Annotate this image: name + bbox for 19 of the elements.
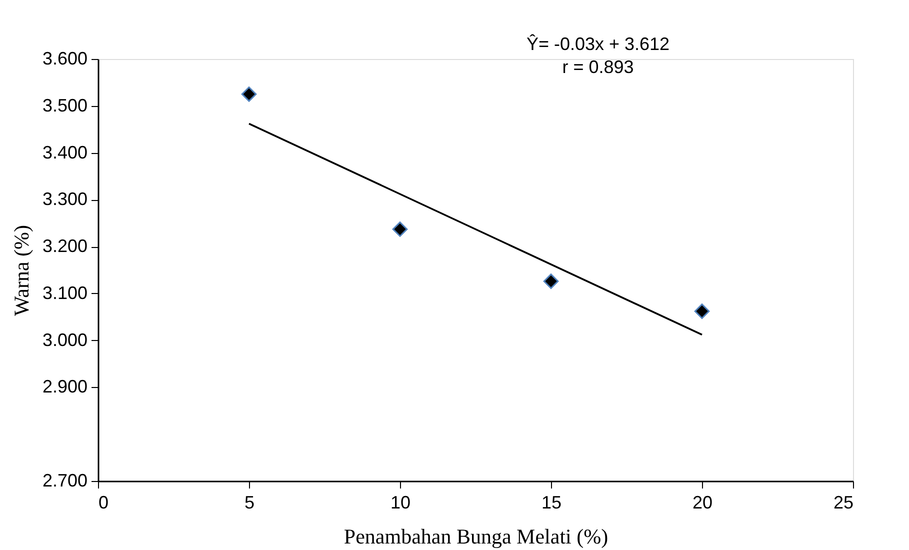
y-tick-label: 3.000 xyxy=(42,330,88,350)
x-axis-title: Penambahan Bunga Melati (%) xyxy=(344,524,608,548)
y-tick-label: 3.500 xyxy=(42,95,88,116)
x-tick-label: 0 xyxy=(98,492,109,512)
y-tick-label: 2.900 xyxy=(42,376,88,397)
annotation: r = 0.893 xyxy=(562,57,634,77)
y-axis-title: Warna (%) xyxy=(9,224,34,316)
x-tick-label: 20 xyxy=(692,492,713,512)
x-tick-label: 10 xyxy=(390,492,411,512)
y-tick-label: 3.600 xyxy=(42,48,88,68)
y-tick-label: 2.700 xyxy=(42,470,88,490)
x-tick-label: 15 xyxy=(541,492,562,512)
x-tick-label: 5 xyxy=(244,492,255,512)
y-tick-label: 3.300 xyxy=(42,189,88,210)
text: Ŷ= -0.03x + 3.612 xyxy=(526,34,670,54)
y-tick-label: 3.200 xyxy=(42,236,88,256)
y-tick-label: 3.400 xyxy=(42,142,88,162)
x-tick-label: 25 xyxy=(833,492,854,512)
y-tick-label: 3.100 xyxy=(42,282,88,303)
